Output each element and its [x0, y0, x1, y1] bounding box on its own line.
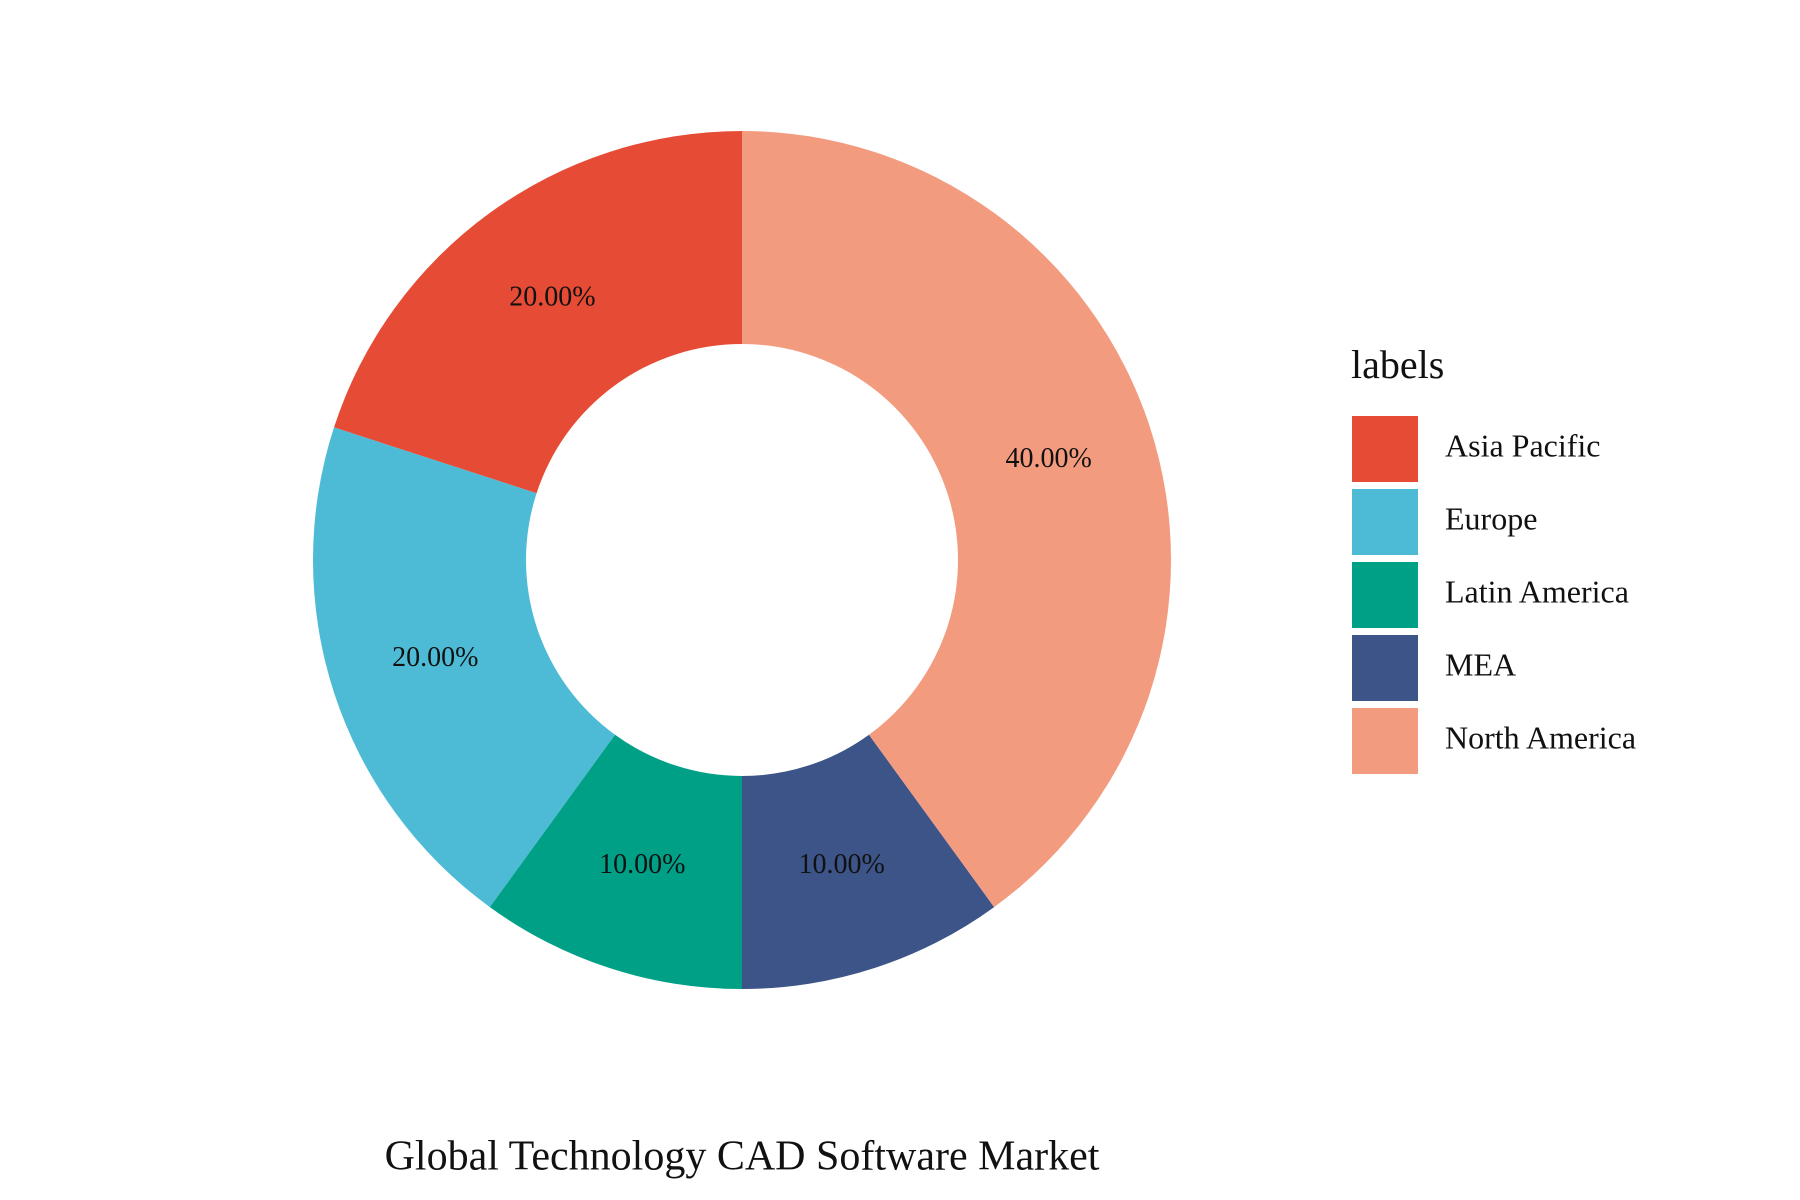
legend-label: Latin America — [1445, 573, 1629, 609]
legend-label: North America — [1445, 719, 1636, 755]
chart-title: Global Technology CAD Software Market — [385, 1134, 1100, 1180]
legend-swatch — [1352, 562, 1418, 628]
data-label: 20.00% — [509, 282, 595, 313]
legend-swatch — [1352, 416, 1418, 482]
legend-label: Europe — [1445, 500, 1537, 536]
legend-swatch — [1352, 489, 1418, 555]
legend-title: labels — [1351, 342, 1444, 387]
data-label: 10.00% — [599, 849, 685, 880]
legend-swatch — [1352, 635, 1418, 701]
data-label: 20.00% — [392, 642, 478, 673]
legend-label: Asia Pacific — [1445, 427, 1601, 463]
donut-slice — [742, 734, 995, 989]
legend-swatch — [1352, 708, 1418, 774]
legend-label: MEA — [1445, 646, 1516, 682]
donut-slice — [313, 427, 616, 908]
data-label: 40.00% — [1006, 443, 1092, 474]
data-label: 10.00% — [798, 849, 884, 880]
donut-slice — [489, 734, 742, 989]
donut-slice — [333, 131, 742, 494]
donut-slice — [742, 131, 1171, 908]
